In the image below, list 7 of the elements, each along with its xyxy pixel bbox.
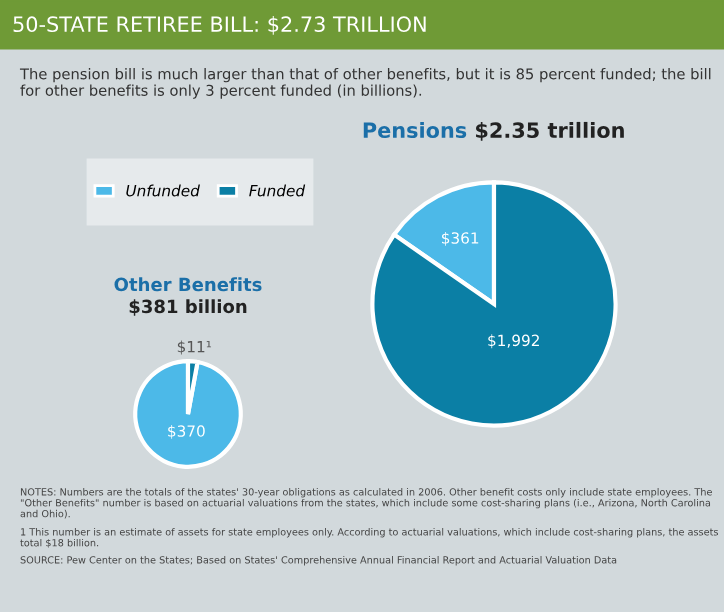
pie-slice bbox=[133, 359, 243, 469]
chart-subtitle: $2.35 trillion bbox=[476, 121, 624, 141]
pie-slice bbox=[370, 180, 618, 428]
text: $381 billion bbox=[129, 299, 247, 316]
text: Other Benefits bbox=[114, 277, 262, 292]
text: 50-STATE RETIREE BILL: $2.73 TRILLION bbox=[13, 15, 426, 35]
chart-title: Pensions bbox=[363, 121, 467, 139]
